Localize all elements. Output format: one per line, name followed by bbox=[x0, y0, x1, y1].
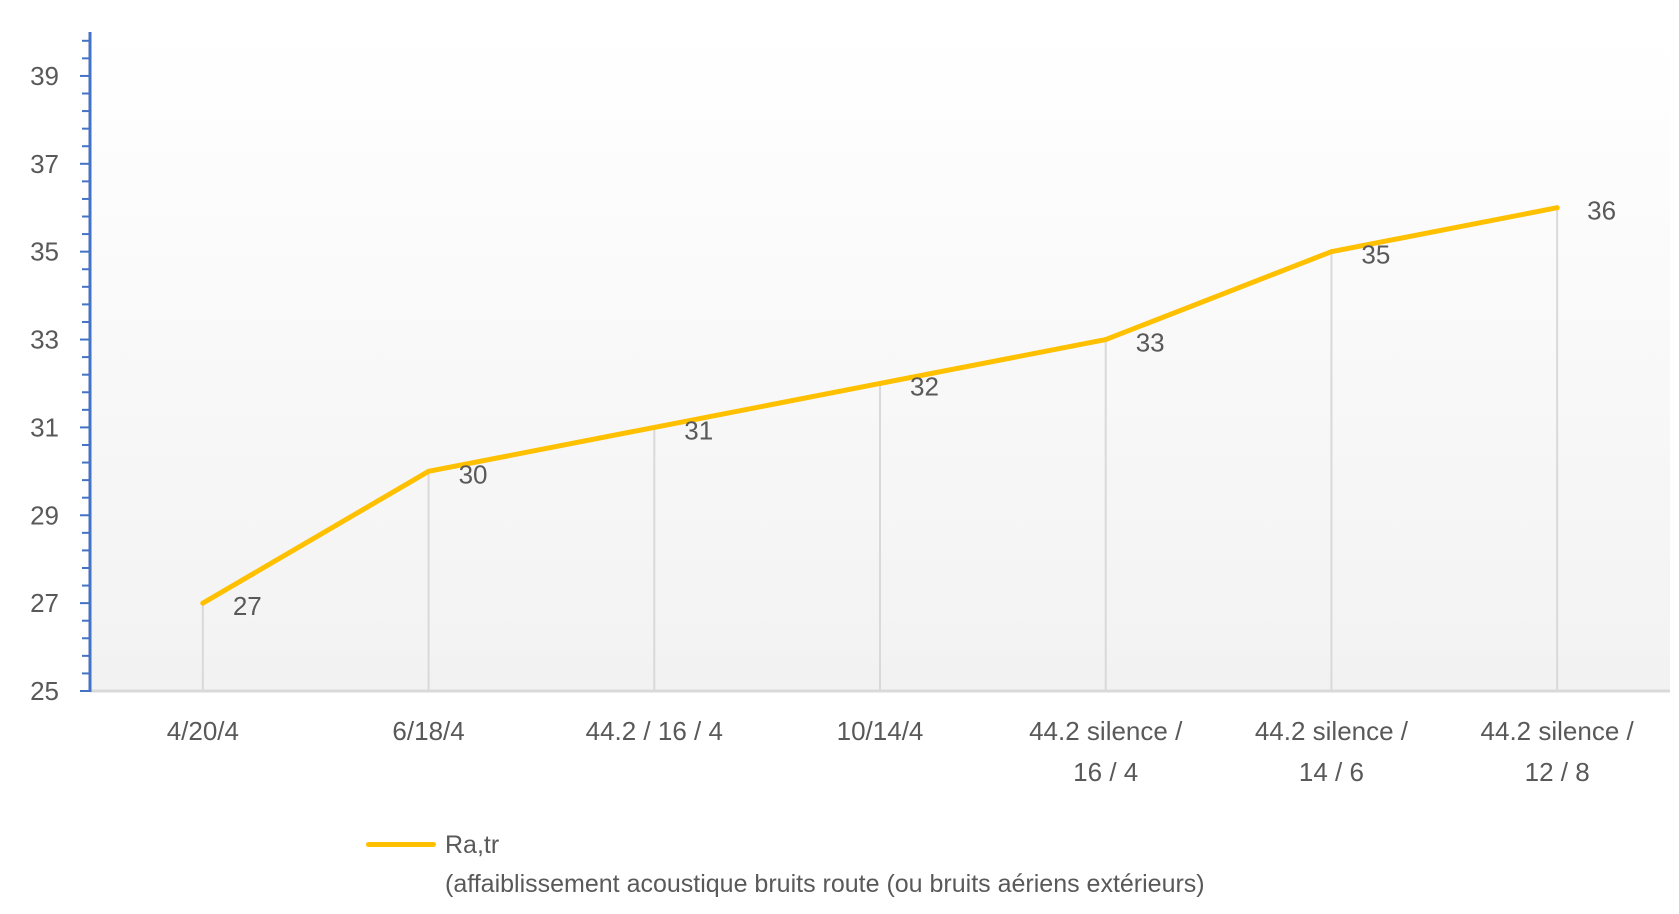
data-point bbox=[1328, 249, 1334, 255]
y-tick-label: 31 bbox=[30, 412, 59, 442]
data-point bbox=[1554, 205, 1560, 211]
legend-label: Ra,tr (affaiblissement acoustique bruits… bbox=[445, 826, 1205, 904]
legend-series-name: Ra,tr bbox=[445, 831, 500, 859]
x-tick-label: 44.2 silence / bbox=[1481, 716, 1635, 746]
legend-series-description: (affaiblissement acoustique bruits route… bbox=[445, 870, 1205, 898]
data-label: 27 bbox=[233, 591, 262, 621]
x-tick-label: 12 / 8 bbox=[1525, 757, 1590, 787]
data-label: 35 bbox=[1361, 240, 1390, 270]
x-tick-label: 44.2 / 16 / 4 bbox=[586, 716, 723, 746]
y-tick-label: 37 bbox=[30, 149, 59, 179]
data-point bbox=[651, 424, 657, 430]
data-label: 32 bbox=[910, 371, 939, 401]
y-tick-label: 25 bbox=[30, 676, 59, 706]
data-point bbox=[877, 380, 883, 386]
y-tick-label: 27 bbox=[30, 588, 59, 618]
x-tick-label: 16 / 4 bbox=[1073, 757, 1138, 787]
data-label: 33 bbox=[1136, 328, 1165, 358]
data-point bbox=[1103, 337, 1109, 343]
y-tick-label: 29 bbox=[30, 500, 59, 530]
y-tick-label: 35 bbox=[30, 237, 59, 267]
legend-swatch-ra-tr bbox=[366, 842, 436, 847]
data-label: 31 bbox=[684, 415, 713, 445]
x-tick-label: 10/14/4 bbox=[837, 716, 924, 746]
y-tick-label: 33 bbox=[30, 325, 59, 355]
x-tick-label: 6/18/4 bbox=[392, 716, 464, 746]
data-point bbox=[200, 600, 206, 606]
x-tick-label: 44.2 silence / bbox=[1255, 716, 1409, 746]
x-tick-label: 14 / 6 bbox=[1299, 757, 1364, 787]
data-point bbox=[426, 468, 432, 474]
x-tick-label: 44.2 silence / bbox=[1029, 716, 1183, 746]
data-label: 30 bbox=[459, 459, 488, 489]
data-label: 36 bbox=[1587, 196, 1616, 226]
x-tick-label: 4/20/4 bbox=[167, 716, 239, 746]
y-tick-label: 39 bbox=[30, 61, 59, 91]
